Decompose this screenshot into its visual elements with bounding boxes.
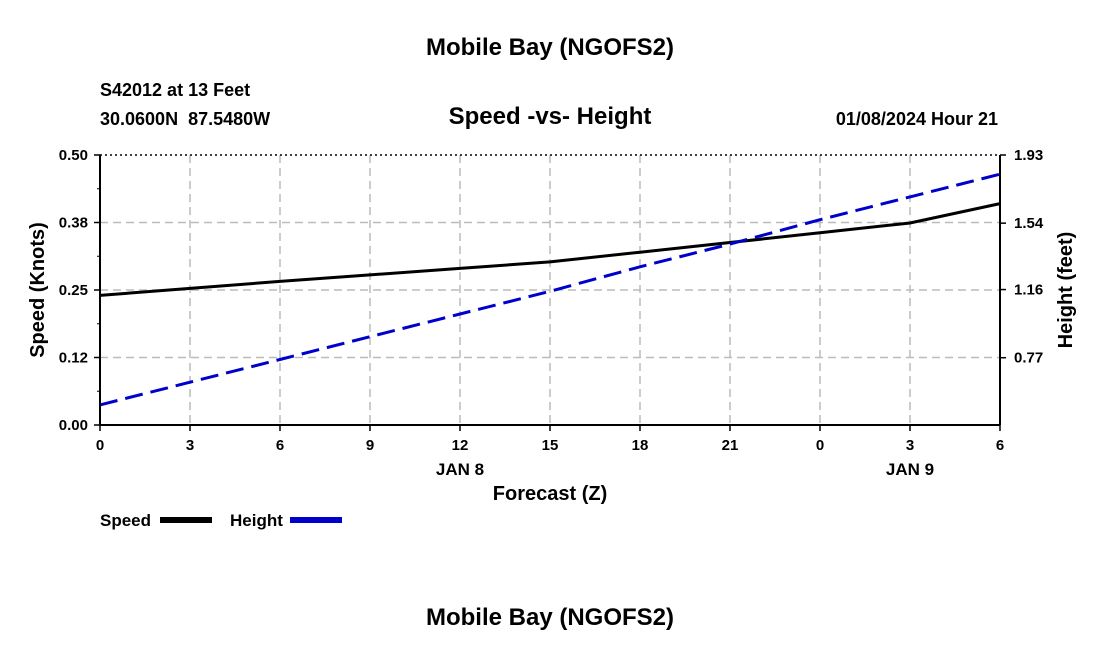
legend-height-label: Height	[230, 511, 283, 530]
y2-tick-label: 1.16	[1014, 282, 1043, 299]
chart-subtitle: Speed -vs- Height	[449, 103, 652, 130]
y-tick-label: 0.25	[59, 282, 88, 299]
x-tick-label: 15	[542, 437, 559, 454]
x-date-label: JAN 8	[436, 460, 484, 479]
legend: Speed Height	[100, 511, 342, 530]
y-tick-label: 0.00	[59, 417, 88, 434]
legend-speed-label: Speed	[100, 511, 151, 530]
x-tick-label: 3	[906, 437, 914, 454]
datetime-label: 01/08/2024 Hour 21	[836, 109, 998, 129]
coordinates-label: 30.0600N 87.5480W	[100, 109, 270, 129]
axes: 0 3 6 9 12 15 18 21 0 3 6 JAN 8 JAN 9 0.00 0.12 0.25 0.3…	[59, 147, 1044, 479]
x-tick-label: 0	[96, 437, 104, 454]
x-tick-label: 0	[816, 437, 824, 454]
y2-tick-label: 1.54	[1014, 215, 1044, 232]
x-date-label: JAN 9	[886, 460, 934, 479]
y-tick-label: 0.50	[59, 147, 88, 164]
y-tick-label: 0.38	[59, 215, 88, 232]
y2-tick-label: 0.77	[1014, 350, 1043, 367]
y2-axis-title: Height (feet)	[1055, 232, 1077, 349]
y-tick-label: 0.12	[59, 350, 88, 367]
footer-title: Mobile Bay (NGOFS2)	[426, 604, 674, 631]
x-tick-label: 9	[366, 437, 374, 454]
series-lines	[99, 172, 1001, 407]
x-tick-label: 3	[186, 437, 194, 454]
y-axis-title: Speed (Knots)	[27, 222, 49, 358]
x-axis-title: Forecast (Z)	[493, 483, 607, 505]
grid-lines	[100, 155, 1000, 425]
y2-tick-label: 1.93	[1014, 147, 1043, 164]
x-tick-label: 21	[722, 437, 739, 454]
station-label: S42012 at 13 Feet	[100, 80, 250, 100]
x-tick-label: 18	[632, 437, 649, 454]
x-tick-label: 6	[276, 437, 284, 454]
x-tick-label: 6	[996, 437, 1004, 454]
series-line-speed	[99, 202, 1001, 297]
x-tick-label: 12	[452, 437, 469, 454]
chart-title: Mobile Bay (NGOFS2)	[426, 34, 674, 61]
